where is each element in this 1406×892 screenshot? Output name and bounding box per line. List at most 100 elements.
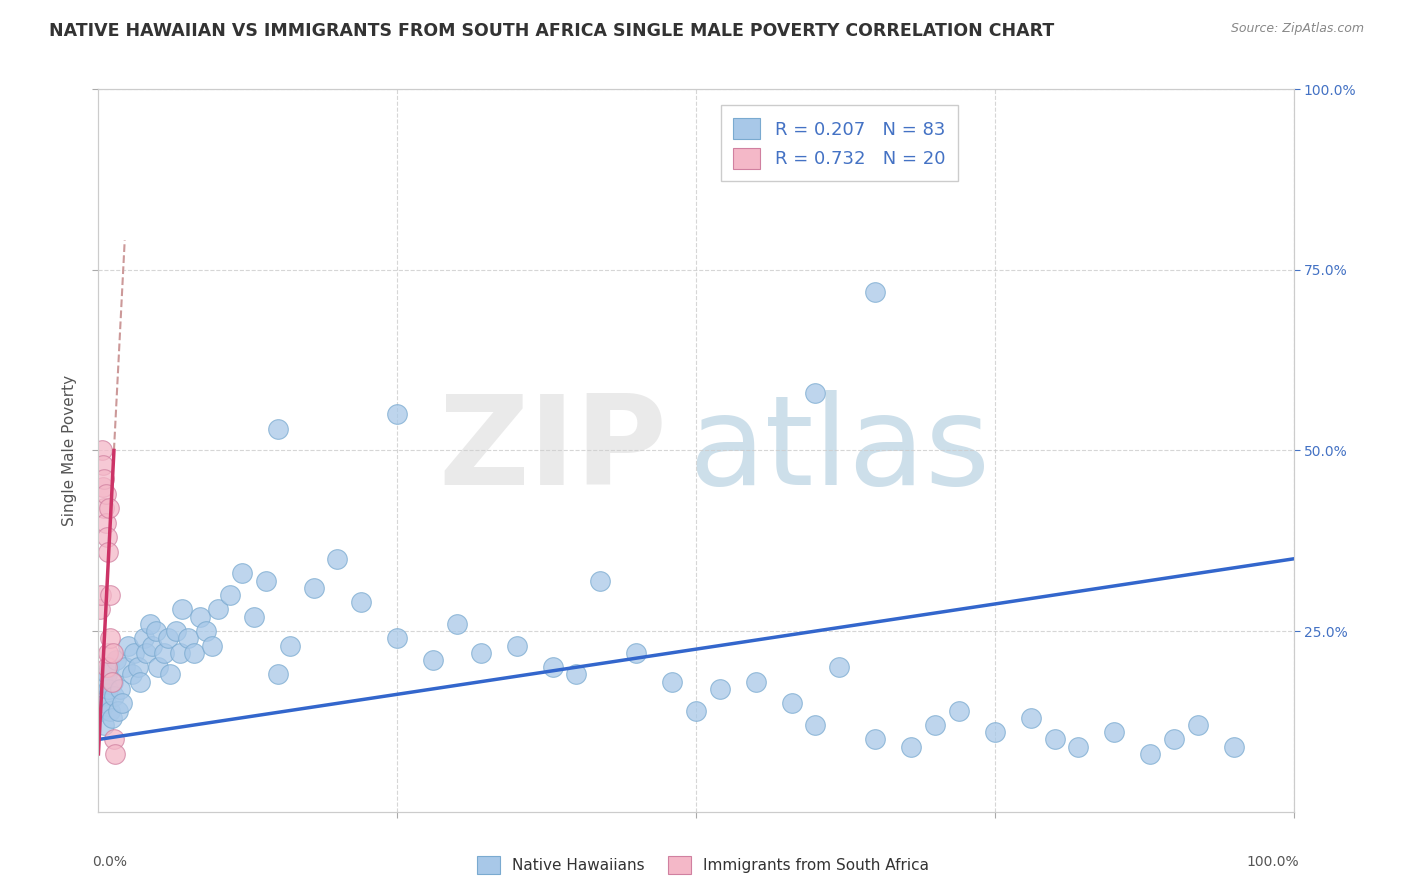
Point bbox=[326, 551, 349, 566]
Point bbox=[626, 646, 648, 660]
Point bbox=[100, 674, 122, 689]
Point bbox=[984, 725, 1007, 739]
Point bbox=[685, 704, 707, 718]
Point bbox=[865, 732, 887, 747]
Point bbox=[207, 602, 229, 616]
Point bbox=[127, 660, 149, 674]
Point bbox=[165, 624, 187, 639]
Point bbox=[1043, 732, 1066, 747]
Point bbox=[98, 660, 121, 674]
Point bbox=[90, 704, 112, 718]
Point bbox=[924, 718, 946, 732]
Point bbox=[98, 588, 122, 602]
Point bbox=[589, 574, 612, 588]
Point bbox=[135, 646, 157, 660]
Text: atlas: atlas bbox=[689, 390, 990, 511]
Point bbox=[422, 653, 444, 667]
Point bbox=[780, 696, 803, 710]
Legend: Native Hawaiians, Immigrants from South Africa: Native Hawaiians, Immigrants from South … bbox=[471, 850, 935, 880]
Point bbox=[93, 472, 115, 486]
Point bbox=[267, 667, 290, 681]
Point bbox=[91, 458, 114, 472]
Point bbox=[124, 646, 146, 660]
Point bbox=[105, 653, 128, 667]
Point bbox=[159, 667, 181, 681]
Point bbox=[101, 674, 124, 689]
Point bbox=[100, 711, 122, 725]
Point bbox=[98, 704, 122, 718]
Point bbox=[89, 602, 111, 616]
Point bbox=[98, 632, 122, 646]
Point bbox=[97, 544, 120, 558]
Point bbox=[94, 487, 117, 501]
Text: 100.0%: 100.0% bbox=[1247, 855, 1299, 869]
Point bbox=[188, 609, 211, 624]
Point bbox=[745, 674, 768, 689]
Point bbox=[169, 646, 191, 660]
Point bbox=[129, 674, 152, 689]
Point bbox=[97, 646, 120, 660]
Point bbox=[828, 660, 851, 674]
Point bbox=[254, 574, 277, 588]
Point bbox=[1104, 725, 1126, 739]
Point bbox=[804, 718, 827, 732]
Point bbox=[117, 639, 139, 653]
Point bbox=[446, 616, 468, 631]
Point bbox=[506, 639, 529, 653]
Point bbox=[1019, 711, 1042, 725]
Point bbox=[132, 632, 155, 646]
Point bbox=[93, 501, 115, 516]
Point bbox=[111, 696, 134, 710]
Point bbox=[948, 704, 970, 718]
Point bbox=[804, 385, 827, 400]
Point bbox=[114, 660, 136, 674]
Point bbox=[243, 609, 266, 624]
Point bbox=[98, 501, 121, 516]
Y-axis label: Single Male Poverty: Single Male Poverty bbox=[62, 375, 77, 526]
Text: 0.0%: 0.0% bbox=[93, 855, 128, 869]
Point bbox=[865, 285, 887, 299]
Point bbox=[900, 739, 922, 754]
Text: ZIP: ZIP bbox=[439, 390, 666, 511]
Point bbox=[108, 681, 131, 696]
Point bbox=[107, 704, 129, 718]
Point bbox=[201, 639, 224, 653]
Point bbox=[91, 689, 114, 703]
Point bbox=[97, 681, 120, 696]
Point bbox=[91, 480, 114, 494]
Point bbox=[231, 566, 253, 581]
Point bbox=[96, 667, 118, 681]
Point bbox=[1067, 739, 1090, 754]
Point bbox=[153, 646, 176, 660]
Point bbox=[302, 581, 325, 595]
Point bbox=[709, 681, 731, 696]
Point bbox=[470, 646, 492, 660]
Point bbox=[385, 407, 409, 421]
Point bbox=[278, 639, 301, 653]
Legend: R = 0.207   N = 83, R = 0.732   N = 20: R = 0.207 N = 83, R = 0.732 N = 20 bbox=[721, 105, 957, 181]
Point bbox=[90, 588, 112, 602]
Point bbox=[177, 632, 200, 646]
Point bbox=[219, 588, 242, 602]
Point bbox=[141, 639, 163, 653]
Point bbox=[565, 667, 588, 681]
Point bbox=[385, 632, 409, 646]
Point bbox=[103, 689, 125, 703]
Point bbox=[101, 646, 124, 660]
Point bbox=[94, 516, 117, 530]
Point bbox=[172, 602, 194, 616]
Point bbox=[104, 747, 127, 761]
Point bbox=[350, 595, 373, 609]
Point bbox=[267, 422, 290, 436]
Point bbox=[1187, 718, 1209, 732]
Point bbox=[541, 660, 564, 674]
Text: NATIVE HAWAIIAN VS IMMIGRANTS FROM SOUTH AFRICA SINGLE MALE POVERTY CORRELATION : NATIVE HAWAIIAN VS IMMIGRANTS FROM SOUTH… bbox=[49, 22, 1054, 40]
Point bbox=[91, 674, 114, 689]
Point bbox=[103, 732, 125, 747]
Point bbox=[661, 674, 683, 689]
Point bbox=[183, 646, 205, 660]
Point bbox=[145, 624, 167, 639]
Point bbox=[1139, 747, 1161, 761]
Point bbox=[94, 696, 117, 710]
Point bbox=[139, 616, 162, 631]
